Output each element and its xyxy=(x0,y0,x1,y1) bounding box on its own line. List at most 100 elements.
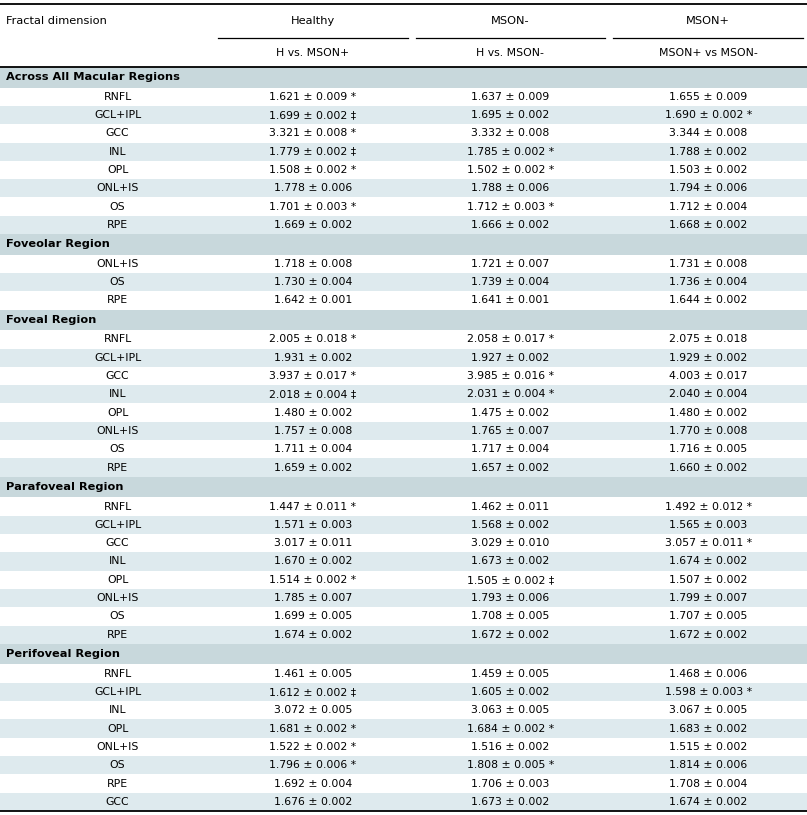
Text: 3.017 ± 0.011: 3.017 ± 0.011 xyxy=(274,538,352,548)
Text: Across All Macular Regions: Across All Macular Regions xyxy=(6,73,180,82)
Bar xyxy=(0,534,807,553)
Bar xyxy=(0,254,807,273)
Text: 1.461 ± 0.005: 1.461 ± 0.005 xyxy=(274,668,352,679)
Text: OS: OS xyxy=(110,201,125,212)
Text: 1.674 ± 0.002: 1.674 ± 0.002 xyxy=(669,557,747,566)
Text: 1.621 ± 0.009 *: 1.621 ± 0.009 * xyxy=(270,92,356,102)
Text: 1.507 ± 0.002: 1.507 ± 0.002 xyxy=(669,575,747,585)
Bar xyxy=(0,197,807,216)
Text: Foveolar Region: Foveolar Region xyxy=(6,240,110,249)
Text: OPL: OPL xyxy=(107,408,128,417)
Bar xyxy=(0,553,807,570)
Bar xyxy=(0,459,807,477)
Bar xyxy=(0,67,807,87)
Text: 1.757 ± 0.008: 1.757 ± 0.008 xyxy=(274,426,352,436)
Text: 2.075 ± 0.018: 2.075 ± 0.018 xyxy=(669,334,747,345)
Text: OS: OS xyxy=(110,444,125,454)
Bar xyxy=(0,106,807,124)
Text: 1.796 ± 0.006 *: 1.796 ± 0.006 * xyxy=(270,760,356,770)
Text: 1.814 ± 0.006: 1.814 ± 0.006 xyxy=(669,760,747,770)
Text: 1.468 ± 0.006: 1.468 ± 0.006 xyxy=(669,668,747,679)
Text: RNFL: RNFL xyxy=(103,92,132,102)
Text: Perifoveal Region: Perifoveal Region xyxy=(6,650,120,659)
Text: 1.699 ± 0.005: 1.699 ± 0.005 xyxy=(274,611,352,621)
Text: 1.706 ± 0.003: 1.706 ± 0.003 xyxy=(471,778,550,789)
Text: 1.711 ± 0.004: 1.711 ± 0.004 xyxy=(274,444,352,454)
Text: 1.707 ± 0.005: 1.707 ± 0.005 xyxy=(669,611,747,621)
Text: 1.571 ± 0.003: 1.571 ± 0.003 xyxy=(274,520,352,530)
Text: 1.690 ± 0.002 *: 1.690 ± 0.002 * xyxy=(664,110,752,120)
Text: 3.321 ± 0.008 *: 3.321 ± 0.008 * xyxy=(270,128,356,139)
Text: ONL+IS: ONL+IS xyxy=(96,426,139,436)
Text: 1.788 ± 0.006: 1.788 ± 0.006 xyxy=(471,183,550,193)
Text: 1.931 ± 0.002: 1.931 ± 0.002 xyxy=(274,353,352,363)
Text: 2.005 ± 0.018 *: 2.005 ± 0.018 * xyxy=(269,334,357,345)
Text: 1.669 ± 0.002: 1.669 ± 0.002 xyxy=(274,220,352,230)
Text: RNFL: RNFL xyxy=(103,501,132,512)
Text: 1.730 ± 0.004: 1.730 ± 0.004 xyxy=(274,277,352,287)
Text: GCL+IPL: GCL+IPL xyxy=(94,687,141,697)
Text: 3.072 ± 0.005: 3.072 ± 0.005 xyxy=(274,705,352,716)
Text: 1.642 ± 0.001: 1.642 ± 0.001 xyxy=(274,296,352,306)
Text: 1.480 ± 0.002: 1.480 ± 0.002 xyxy=(669,408,747,417)
Bar xyxy=(0,161,807,179)
Text: 1.716 ± 0.005: 1.716 ± 0.005 xyxy=(669,444,747,454)
Text: 1.660 ± 0.002: 1.660 ± 0.002 xyxy=(669,463,747,473)
Bar xyxy=(0,756,807,774)
Bar xyxy=(0,607,807,626)
Text: 1.785 ± 0.007: 1.785 ± 0.007 xyxy=(274,593,352,603)
Text: 1.770 ± 0.008: 1.770 ± 0.008 xyxy=(669,426,747,436)
Text: RPE: RPE xyxy=(107,778,128,789)
Bar xyxy=(0,422,807,440)
Text: 1.793 ± 0.006: 1.793 ± 0.006 xyxy=(471,593,550,603)
Text: 3.344 ± 0.008: 3.344 ± 0.008 xyxy=(669,128,747,139)
Text: 1.516 ± 0.002: 1.516 ± 0.002 xyxy=(471,742,550,752)
Bar xyxy=(0,349,807,367)
Text: 1.522 ± 0.002 *: 1.522 ± 0.002 * xyxy=(270,742,356,752)
Text: MSON+: MSON+ xyxy=(686,16,730,26)
Text: 1.515 ± 0.002: 1.515 ± 0.002 xyxy=(669,742,747,752)
Bar xyxy=(0,367,807,385)
Text: 1.637 ± 0.009: 1.637 ± 0.009 xyxy=(471,92,550,102)
Text: 1.674 ± 0.002: 1.674 ± 0.002 xyxy=(669,797,747,807)
Text: 2.018 ± 0.004 ‡: 2.018 ± 0.004 ‡ xyxy=(269,390,357,399)
Text: 1.717 ± 0.004: 1.717 ± 0.004 xyxy=(471,444,550,454)
Text: 3.985 ± 0.016 *: 3.985 ± 0.016 * xyxy=(467,371,554,381)
Bar xyxy=(0,664,807,683)
Text: RNFL: RNFL xyxy=(103,668,132,679)
Text: 1.695 ± 0.002: 1.695 ± 0.002 xyxy=(471,110,550,120)
Bar xyxy=(0,330,807,349)
Text: Healthy: Healthy xyxy=(291,16,335,26)
Text: 1.708 ± 0.005: 1.708 ± 0.005 xyxy=(471,611,550,621)
Text: 1.672 ± 0.002: 1.672 ± 0.002 xyxy=(669,630,747,640)
Text: 1.480 ± 0.002: 1.480 ± 0.002 xyxy=(274,408,352,417)
Text: 1.514 ± 0.002 *: 1.514 ± 0.002 * xyxy=(270,575,356,585)
Text: OPL: OPL xyxy=(107,724,128,734)
Text: RPE: RPE xyxy=(107,220,128,230)
Text: 1.568 ± 0.002: 1.568 ± 0.002 xyxy=(471,520,550,530)
Text: 3.067 ± 0.005: 3.067 ± 0.005 xyxy=(669,705,747,716)
Text: OPL: OPL xyxy=(107,575,128,585)
Text: INL: INL xyxy=(109,147,127,156)
Text: 1.668 ± 0.002: 1.668 ± 0.002 xyxy=(669,220,747,230)
Text: 1.670 ± 0.002: 1.670 ± 0.002 xyxy=(274,557,352,566)
Text: 1.708 ± 0.004: 1.708 ± 0.004 xyxy=(669,778,747,789)
Text: OS: OS xyxy=(110,760,125,770)
Text: GCC: GCC xyxy=(106,128,129,139)
Text: RNFL: RNFL xyxy=(103,334,132,345)
Text: 1.684 ± 0.002 *: 1.684 ± 0.002 * xyxy=(467,724,554,734)
Text: 1.605 ± 0.002: 1.605 ± 0.002 xyxy=(471,687,550,697)
Text: Foveal Region: Foveal Region xyxy=(6,315,96,325)
Text: 1.502 ± 0.002 *: 1.502 ± 0.002 * xyxy=(466,165,554,175)
Bar xyxy=(0,738,807,756)
Text: 1.673 ± 0.002: 1.673 ± 0.002 xyxy=(471,557,550,566)
Text: 1.799 ± 0.007: 1.799 ± 0.007 xyxy=(669,593,747,603)
Text: ONL+IS: ONL+IS xyxy=(96,593,139,603)
Bar xyxy=(0,589,807,607)
Text: 1.508 ± 0.002 *: 1.508 ± 0.002 * xyxy=(269,165,357,175)
Text: H vs. MSON+: H vs. MSON+ xyxy=(276,47,349,58)
Bar xyxy=(0,310,807,330)
Text: 3.029 ± 0.010: 3.029 ± 0.010 xyxy=(471,538,550,548)
Text: GCL+IPL: GCL+IPL xyxy=(94,520,141,530)
Text: 1.779 ± 0.002 ‡: 1.779 ± 0.002 ‡ xyxy=(270,147,356,156)
